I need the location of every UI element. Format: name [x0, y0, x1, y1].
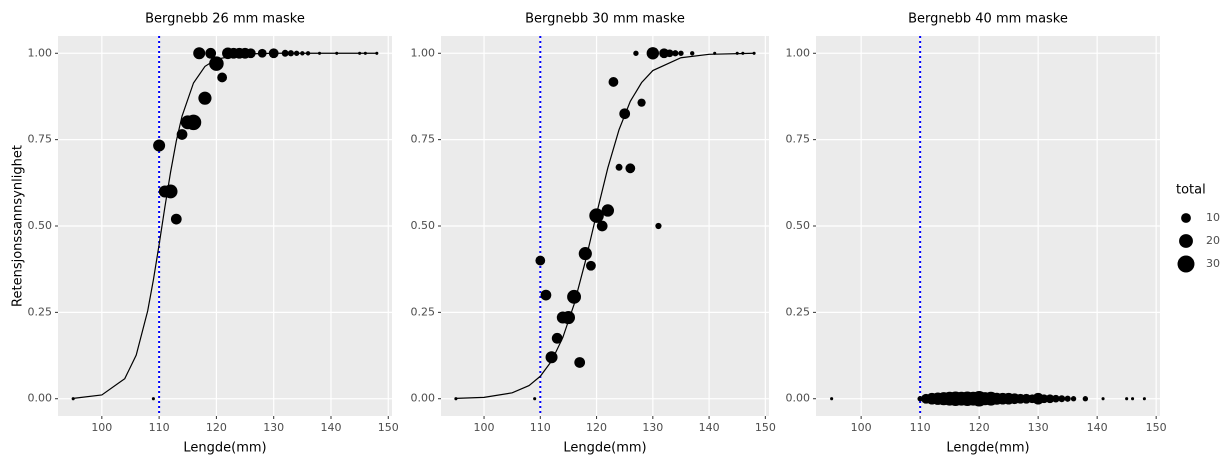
x-tick-label: 140	[699, 421, 720, 434]
point	[1082, 396, 1089, 402]
point	[209, 56, 224, 71]
fitted-curve	[455, 52, 755, 399]
point	[205, 47, 217, 59]
point	[678, 50, 684, 56]
x-axis-title: Lengde(mm)	[946, 441, 1029, 456]
panel-title: Bergnebb 26 mm maske	[145, 12, 305, 27]
x-tick-label: 110	[910, 421, 931, 434]
legend-key	[1177, 255, 1195, 273]
point	[646, 47, 660, 60]
point	[163, 184, 178, 199]
legend-title: total	[1176, 183, 1206, 198]
point	[655, 222, 662, 230]
point	[535, 255, 546, 266]
point	[619, 108, 631, 120]
point	[608, 77, 619, 87]
point	[567, 289, 581, 304]
panel-title: Bergnebb 30 mm maske	[525, 12, 685, 27]
x-tick-label: 150	[755, 421, 776, 434]
point	[1070, 396, 1077, 402]
point	[176, 129, 188, 140]
y-tick-label: 0.75	[411, 133, 436, 146]
x-tick-label: 110	[149, 421, 170, 434]
x-tick-label: 130	[1028, 421, 1049, 434]
point	[1045, 394, 1055, 404]
point	[586, 260, 596, 271]
x-axis-title: Lengde(mm)	[183, 441, 266, 456]
y-tick-label: 0.50	[411, 219, 436, 232]
point	[625, 163, 636, 174]
point	[596, 220, 608, 232]
legend-key	[1181, 213, 1191, 223]
legend-label: 30	[1206, 257, 1220, 270]
point	[637, 98, 646, 107]
x-tick-label: 140	[1087, 421, 1108, 434]
point	[170, 213, 182, 225]
x-tick-label: 100	[91, 421, 112, 434]
point	[830, 397, 834, 401]
x-tick-label: 150	[1146, 421, 1167, 434]
point	[659, 48, 669, 59]
point	[533, 397, 537, 401]
point	[672, 50, 679, 57]
point	[1052, 394, 1060, 403]
point	[1064, 395, 1071, 402]
point	[1142, 397, 1146, 401]
legend-label: 10	[1206, 211, 1220, 224]
point	[665, 49, 674, 58]
point	[633, 50, 639, 56]
x-tick-label: 120	[586, 421, 607, 434]
x-tick-label: 150	[378, 421, 399, 434]
point	[574, 357, 586, 368]
point	[615, 163, 623, 171]
point	[1125, 397, 1129, 401]
point	[578, 247, 592, 261]
point	[561, 310, 576, 325]
y-tick-label: 0.75	[786, 133, 811, 146]
point	[551, 332, 563, 344]
y-tick-label: 0.25	[28, 305, 53, 318]
y-tick-label: 0.50	[786, 219, 811, 232]
point	[153, 139, 166, 152]
legend-label: 20	[1206, 234, 1220, 247]
y-tick-label: 1.00	[786, 46, 811, 59]
x-axis-title: Lengde(mm)	[563, 441, 646, 456]
point	[1101, 397, 1105, 401]
point	[690, 51, 695, 56]
x-tick-label: 130	[642, 421, 663, 434]
point	[151, 397, 155, 401]
panel-title: Bergnebb 40 mm maske	[908, 12, 1068, 27]
x-tick-label: 100	[474, 421, 495, 434]
x-tick-label: 120	[206, 421, 227, 434]
y-tick-label: 0.25	[411, 305, 436, 318]
y-tick-label: 0.00	[786, 392, 811, 405]
point	[198, 91, 212, 105]
fitted-curve	[73, 52, 377, 399]
y-tick-label: 0.25	[786, 305, 811, 318]
point	[1131, 397, 1135, 401]
legend-key	[1179, 234, 1193, 248]
y-tick-label: 0.75	[28, 133, 53, 146]
x-tick-label: 140	[320, 421, 341, 434]
x-tick-label: 130	[263, 421, 284, 434]
y-tick-label: 1.00	[411, 46, 436, 59]
y-tick-label: 1.00	[28, 46, 53, 59]
x-tick-label: 100	[851, 421, 872, 434]
y-tick-label: 0.00	[28, 392, 53, 405]
point	[540, 289, 552, 301]
y-tick-label: 0.50	[28, 219, 53, 232]
point	[193, 47, 206, 60]
y-tick-label: 0.00	[411, 392, 436, 405]
y-axis-title: Retensjonssannsynlighet	[11, 145, 26, 307]
point	[185, 114, 202, 131]
x-tick-label: 110	[530, 421, 551, 434]
point	[217, 72, 228, 83]
point	[1058, 395, 1066, 403]
x-tick-label: 120	[969, 421, 990, 434]
point	[601, 204, 615, 217]
